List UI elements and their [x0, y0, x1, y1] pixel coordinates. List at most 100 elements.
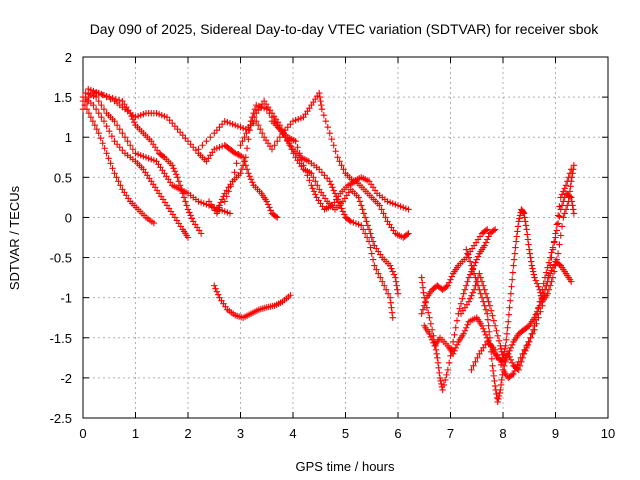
- data-point: [468, 366, 475, 374]
- data-point: [503, 336, 510, 343]
- data-point: [98, 113, 105, 121]
- data-point: [452, 324, 459, 331]
- data-point: [493, 327, 500, 334]
- data-point: [322, 117, 330, 125]
- data-point: [562, 206, 570, 213]
- data-point: [481, 286, 488, 293]
- data-point: [113, 121, 121, 129]
- data-point: [464, 250, 471, 257]
- data-point: [93, 126, 100, 133]
- data-point: [338, 162, 345, 169]
- data-point: [113, 174, 120, 181]
- data-point: [520, 210, 528, 217]
- data-point: [510, 370, 517, 378]
- data-point: [179, 190, 186, 197]
- data-point: [508, 359, 516, 367]
- data-point: [226, 210, 234, 217]
- data-point: [256, 126, 264, 133]
- data-point: [499, 354, 507, 362]
- data-point: [520, 209, 527, 216]
- data-point: [463, 282, 470, 289]
- data-point: [388, 309, 396, 316]
- data-point: [239, 138, 246, 145]
- data-point: [394, 286, 401, 293]
- data-point: [523, 342, 530, 349]
- data-point: [560, 188, 567, 195]
- series-5: [79, 89, 281, 221]
- data-point: [95, 109, 102, 117]
- data-point: [384, 290, 392, 297]
- data-point: [564, 178, 571, 185]
- data-point: [227, 183, 234, 190]
- data-point: [183, 202, 190, 209]
- data-point: [531, 274, 538, 281]
- data-point: [474, 354, 481, 362]
- data-point: [558, 191, 566, 198]
- data-point: [117, 182, 124, 189]
- data-point: [330, 187, 337, 194]
- data-point: [537, 289, 544, 296]
- data-point: [100, 105, 108, 113]
- data-point: [180, 194, 188, 201]
- data-point: [95, 130, 102, 137]
- data-point: [491, 377, 498, 385]
- data-point: [367, 230, 374, 237]
- y-tick-label: 1.5: [54, 90, 72, 105]
- data-point: [296, 150, 303, 157]
- data-point: [480, 325, 487, 332]
- data-point: [529, 268, 537, 275]
- data-point: [500, 351, 507, 359]
- data-point: [517, 354, 524, 362]
- data-point: [502, 358, 509, 366]
- data-point: [243, 130, 250, 137]
- data-point: [541, 274, 549, 281]
- data-point: [461, 327, 469, 334]
- data-point: [521, 214, 528, 221]
- data-point: [505, 350, 512, 358]
- data-point: [255, 121, 262, 129]
- data-point: [443, 283, 450, 290]
- data-point: [497, 386, 504, 394]
- data-point: [535, 283, 542, 290]
- data-point: [329, 184, 336, 191]
- data-point: [203, 138, 210, 145]
- data-point: [556, 213, 563, 220]
- data-point: [468, 292, 475, 299]
- x-tick-label: 2: [184, 426, 191, 441]
- data-point: [339, 208, 347, 215]
- data-point: [495, 395, 502, 403]
- data-point: [274, 138, 281, 145]
- data-point: [150, 219, 158, 227]
- data-point: [464, 321, 471, 328]
- data-point: [340, 166, 347, 173]
- data-point: [549, 274, 557, 281]
- data-point: [121, 134, 129, 141]
- data-point: [526, 246, 533, 253]
- data-point: [463, 324, 470, 331]
- data-point: [516, 215, 523, 222]
- data-point: [439, 386, 446, 394]
- data-point: [507, 297, 514, 304]
- data-point: [484, 226, 491, 233]
- data-point: [258, 130, 266, 137]
- data-point: [491, 382, 499, 390]
- data-point: [482, 306, 490, 313]
- data-point: [230, 149, 238, 156]
- data-point: [98, 101, 105, 109]
- data-point: [326, 178, 333, 185]
- data-point: [504, 324, 511, 331]
- data-point: [418, 310, 425, 317]
- data-point: [359, 206, 366, 213]
- data-point: [245, 170, 252, 177]
- data-point: [199, 142, 206, 149]
- data-point: [545, 286, 553, 293]
- data-point: [312, 191, 319, 198]
- data-point: [217, 199, 225, 206]
- data-point: [568, 278, 575, 285]
- data-point: [566, 193, 573, 200]
- data-point: [130, 118, 138, 126]
- data-point: [466, 295, 474, 302]
- data-point: [388, 304, 395, 311]
- data-point: [565, 174, 572, 181]
- data-point: [474, 253, 482, 260]
